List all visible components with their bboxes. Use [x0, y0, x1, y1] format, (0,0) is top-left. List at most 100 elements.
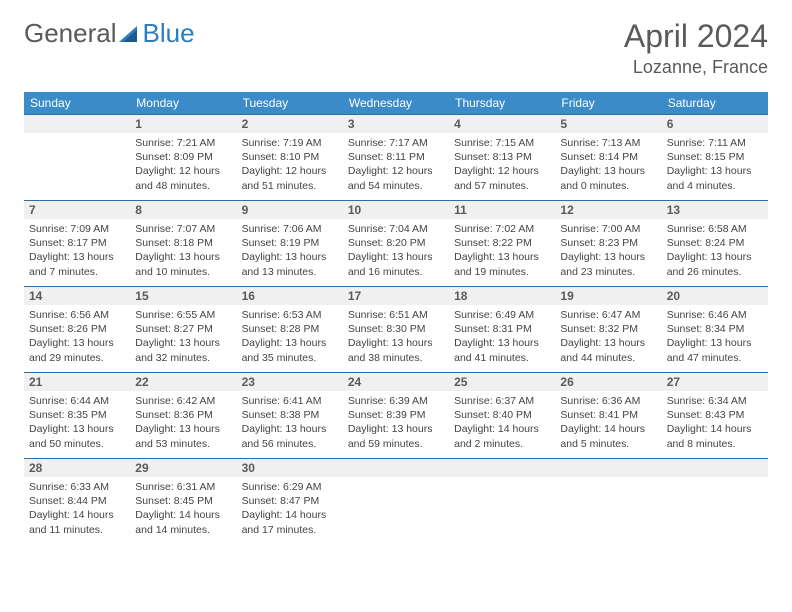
weekday-header: Friday — [555, 92, 661, 114]
day-info-text: Sunrise: 6:44 AMSunset: 8:35 PMDaylight:… — [29, 394, 125, 451]
calendar-cell: 22Sunrise: 6:42 AMSunset: 8:36 PMDayligh… — [130, 372, 236, 458]
day-info-text: Sunrise: 6:29 AMSunset: 8:47 PMDaylight:… — [242, 480, 338, 537]
day-info: Sunrise: 7:11 AMSunset: 8:15 PMDaylight:… — [662, 133, 768, 197]
day-info-text: Sunrise: 7:17 AMSunset: 8:11 PMDaylight:… — [348, 136, 444, 193]
weekday-header: Thursday — [449, 92, 555, 114]
day-number: 3 — [343, 114, 449, 133]
day-info-text: Sunrise: 6:33 AMSunset: 8:44 PMDaylight:… — [29, 480, 125, 537]
day-info-text: Sunrise: 6:58 AMSunset: 8:24 PMDaylight:… — [667, 222, 763, 279]
day-info: Sunrise: 6:49 AMSunset: 8:31 PMDaylight:… — [449, 305, 555, 369]
day-number: 2 — [237, 114, 343, 133]
calendar-cell: 25Sunrise: 6:37 AMSunset: 8:40 PMDayligh… — [449, 372, 555, 458]
day-info-text: Sunrise: 6:42 AMSunset: 8:36 PMDaylight:… — [135, 394, 231, 451]
calendar-cell: 9Sunrise: 7:06 AMSunset: 8:19 PMDaylight… — [237, 200, 343, 286]
day-info-text: Sunrise: 7:04 AMSunset: 8:20 PMDaylight:… — [348, 222, 444, 279]
calendar-week-row: 21Sunrise: 6:44 AMSunset: 8:35 PMDayligh… — [24, 372, 768, 458]
day-number: 5 — [555, 114, 661, 133]
day-number: 17 — [343, 286, 449, 305]
day-info-text: Sunrise: 6:34 AMSunset: 8:43 PMDaylight:… — [667, 394, 763, 451]
day-info: Sunrise: 6:51 AMSunset: 8:30 PMDaylight:… — [343, 305, 449, 369]
day-info: Sunrise: 6:55 AMSunset: 8:27 PMDaylight:… — [130, 305, 236, 369]
day-info: Sunrise: 7:04 AMSunset: 8:20 PMDaylight:… — [343, 219, 449, 283]
calendar-cell: 23Sunrise: 6:41 AMSunset: 8:38 PMDayligh… — [237, 372, 343, 458]
calendar-cell — [662, 458, 768, 544]
day-info: Sunrise: 6:58 AMSunset: 8:24 PMDaylight:… — [662, 219, 768, 283]
header: General Blue April 2024 Lozanne, France — [24, 18, 768, 78]
calendar-week-row: 28Sunrise: 6:33 AMSunset: 8:44 PMDayligh… — [24, 458, 768, 544]
logo-text-1: General — [24, 18, 117, 49]
day-info-text: Sunrise: 7:07 AMSunset: 8:18 PMDaylight:… — [135, 222, 231, 279]
day-info: Sunrise: 7:13 AMSunset: 8:14 PMDaylight:… — [555, 133, 661, 197]
calendar-cell: 4Sunrise: 7:15 AMSunset: 8:13 PMDaylight… — [449, 114, 555, 200]
day-info-text: Sunrise: 6:31 AMSunset: 8:45 PMDaylight:… — [135, 480, 231, 537]
day-info-text: Sunrise: 7:21 AMSunset: 8:09 PMDaylight:… — [135, 136, 231, 193]
day-number — [555, 458, 661, 477]
calendar-cell: 3 Sunrise: 7:17 AMSunset: 8:11 PMDaylight… — [343, 114, 449, 200]
calendar-cell: 2 Sunrise: 7:19 AMSunset: 8:10 PMDaylight… — [237, 114, 343, 200]
day-info: Sunrise: 7:19 AMSunset: 8:10 PMDaylight:… — [237, 133, 343, 197]
day-info-text: Sunrise: 6:46 AMSunset: 8:34 PMDaylight:… — [667, 308, 763, 365]
day-info-text: Sunrise: 6:36 AMSunset: 8:41 PMDaylight:… — [560, 394, 656, 451]
day-info-text: Sunrise: 7:11 AMSunset: 8:15 PMDaylight:… — [667, 136, 763, 193]
day-number — [662, 458, 768, 477]
day-info-text: Sunrise: 7:13 AMSunset: 8:14 PMDaylight:… — [560, 136, 656, 193]
title-block: April 2024 Lozanne, France — [624, 18, 768, 78]
logo: General Blue — [24, 18, 195, 49]
calendar-cell: 17 Sunrise: 6:51 AMSunset: 8:30 PMDayligh… — [343, 286, 449, 372]
calendar-cell: 19 Sunrise: 6:47 AMSunset: 8:32 PMDayligh… — [555, 286, 661, 372]
weekday-header: Tuesday — [237, 92, 343, 114]
weekday-header: Saturday — [662, 92, 768, 114]
day-info: Sunrise: 7:21 AMSunset: 8:09 PMDaylight:… — [130, 133, 236, 197]
day-number: 14 — [24, 286, 130, 305]
calendar-cell: 13 Sunrise: 6:58 AMSunset: 8:24 PMDayligh… — [662, 200, 768, 286]
calendar-cell: 12Sunrise: 7:00 AMSunset: 8:23 PMDayligh… — [555, 200, 661, 286]
day-number: 13 — [662, 200, 768, 219]
location: Lozanne, France — [624, 57, 768, 78]
day-info: Sunrise: 6:41 AMSunset: 8:38 PMDaylight:… — [237, 391, 343, 455]
day-number: 27 — [662, 372, 768, 391]
day-info: Sunrise: 7:17 AMSunset: 8:11 PMDaylight:… — [343, 133, 449, 197]
calendar-cell: 20 Sunrise: 6:46 AMSunset: 8:34 PMDayligh… — [662, 286, 768, 372]
day-info-text: Sunrise: 6:47 AMSunset: 8:32 PMDaylight:… — [560, 308, 656, 365]
day-number: 9 — [237, 200, 343, 219]
day-number — [24, 114, 130, 133]
day-number — [449, 458, 555, 477]
day-info: Sunrise: 6:39 AMSunset: 8:39 PMDaylight:… — [343, 391, 449, 455]
logo-triangle-icon — [119, 18, 141, 49]
day-number: 19 — [555, 286, 661, 305]
day-info: Sunrise: 7:06 AMSunset: 8:19 PMDaylight:… — [237, 219, 343, 283]
day-info: Sunrise: 6:37 AMSunset: 8:40 PMDaylight:… — [449, 391, 555, 455]
day-info: Sunrise: 6:36 AMSunset: 8:41 PMDaylight:… — [555, 391, 661, 455]
day-number: 16 — [237, 286, 343, 305]
day-number: 29 — [130, 458, 236, 477]
day-info: Sunrise: 7:00 AMSunset: 8:23 PMDaylight:… — [555, 219, 661, 283]
day-info-text: Sunrise: 6:56 AMSunset: 8:26 PMDaylight:… — [29, 308, 125, 365]
day-number: 25 — [449, 372, 555, 391]
day-info: Sunrise: 6:34 AMSunset: 8:43 PMDaylight:… — [662, 391, 768, 455]
calendar-week-row: 7Sunrise: 7:09 AMSunset: 8:17 PMDaylight… — [24, 200, 768, 286]
day-info: Sunrise: 7:15 AMSunset: 8:13 PMDaylight:… — [449, 133, 555, 197]
day-info-text: Sunrise: 6:51 AMSunset: 8:30 PMDaylight:… — [348, 308, 444, 365]
calendar-cell: 6Sunrise: 7:11 AMSunset: 8:15 PMDaylight… — [662, 114, 768, 200]
day-number: 1 — [130, 114, 236, 133]
calendar-cell: 26Sunrise: 6:36 AMSunset: 8:41 PMDayligh… — [555, 372, 661, 458]
calendar-cell — [449, 458, 555, 544]
day-number: 20 — [662, 286, 768, 305]
day-number: 15 — [130, 286, 236, 305]
day-info: Sunrise: 7:07 AMSunset: 8:18 PMDaylight:… — [130, 219, 236, 283]
calendar-cell: 10Sunrise: 7:04 AMSunset: 8:20 PMDayligh… — [343, 200, 449, 286]
calendar-cell: 29 Sunrise: 6:31 AMSunset: 8:45 PMDayligh… — [130, 458, 236, 544]
calendar-cell: 18Sunrise: 6:49 AMSunset: 8:31 PMDayligh… — [449, 286, 555, 372]
calendar-cell: 1 Sunrise: 7:21 AMSunset: 8:09 PMDaylight… — [130, 114, 236, 200]
calendar-cell — [343, 458, 449, 544]
day-info-text: Sunrise: 7:09 AMSunset: 8:17 PMDaylight:… — [29, 222, 125, 279]
day-info-text: Sunrise: 6:49 AMSunset: 8:31 PMDaylight:… — [454, 308, 550, 365]
day-number: 12 — [555, 200, 661, 219]
calendar-cell: 15Sunrise: 6:55 AMSunset: 8:27 PMDayligh… — [130, 286, 236, 372]
day-info: Sunrise: 6:44 AMSunset: 8:35 PMDaylight:… — [24, 391, 130, 455]
day-info: Sunrise: 6:42 AMSunset: 8:36 PMDaylight:… — [130, 391, 236, 455]
day-info-text: Sunrise: 6:41 AMSunset: 8:38 PMDaylight:… — [242, 394, 338, 451]
day-info-text: Sunrise: 7:19 AMSunset: 8:10 PMDaylight:… — [242, 136, 338, 193]
calendar-table: SundayMondayTuesdayWednesdayThursdayFrid… — [24, 92, 768, 544]
day-info: Sunrise: 6:53 AMSunset: 8:28 PMDaylight:… — [237, 305, 343, 369]
